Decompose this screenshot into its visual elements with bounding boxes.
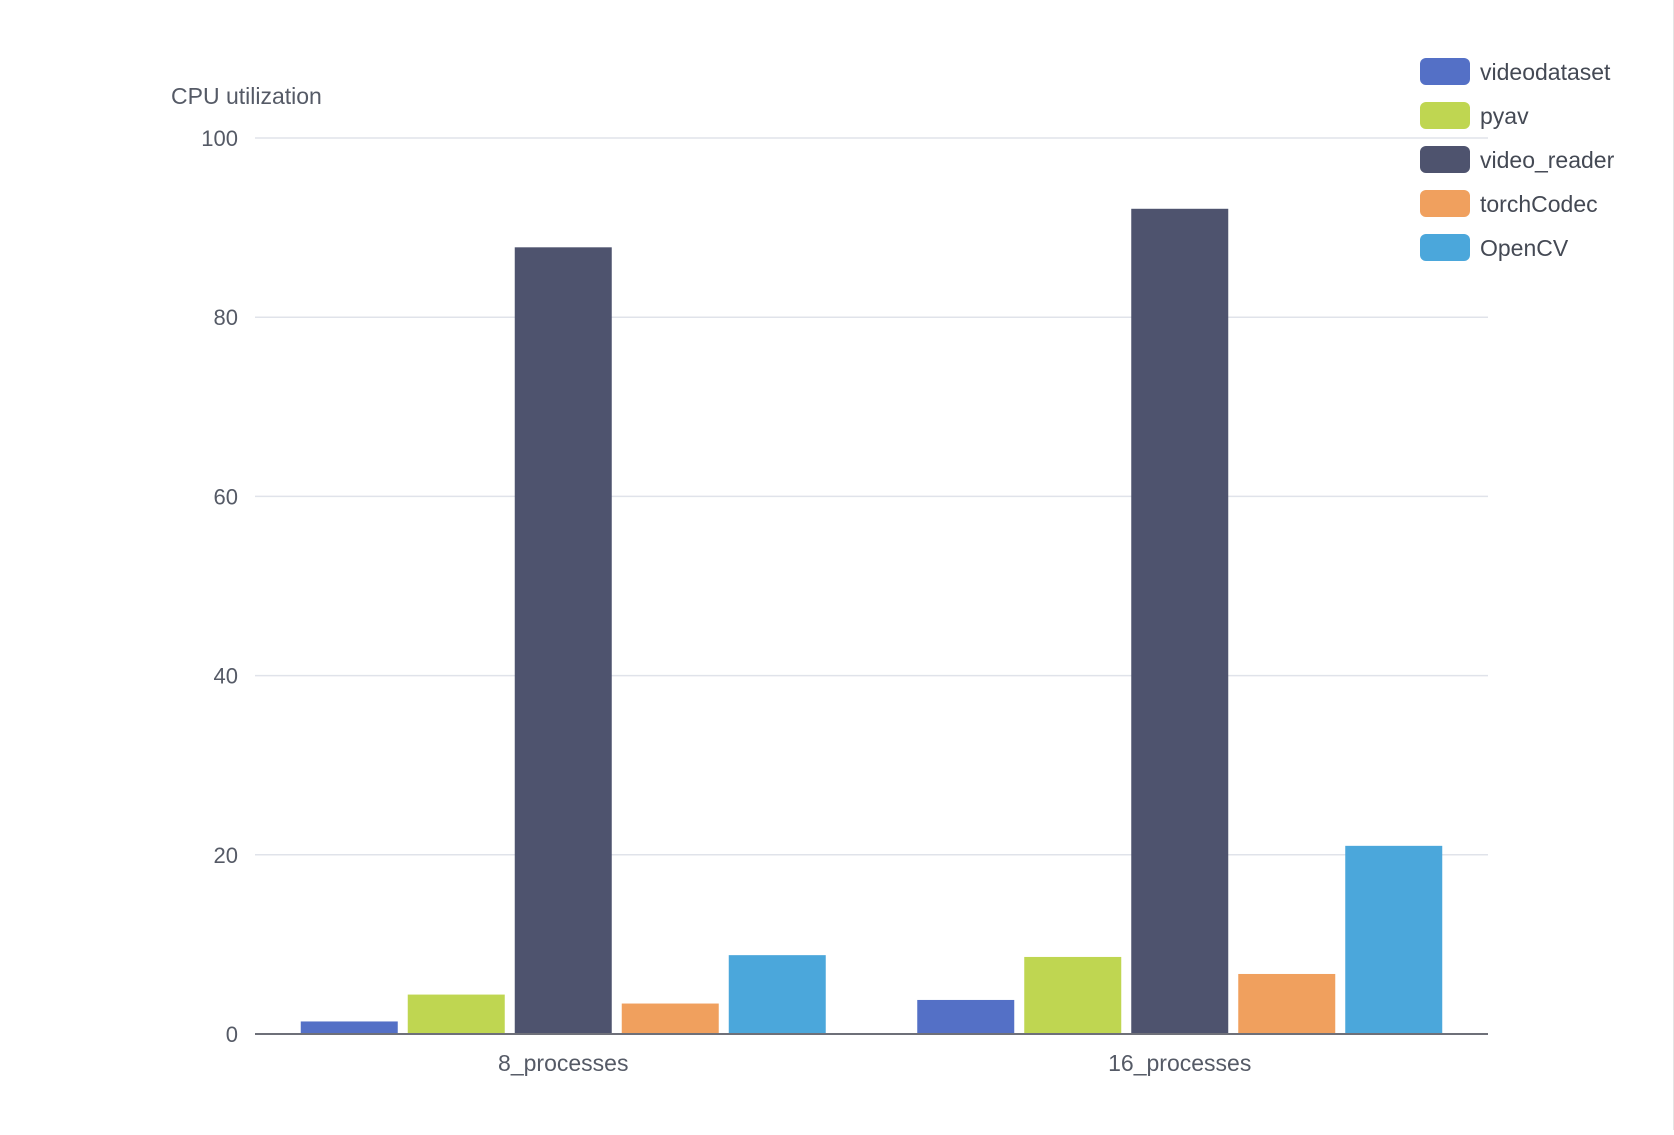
y-tick-label: 60 bbox=[214, 484, 238, 509]
y-tick-label: 0 bbox=[226, 1022, 238, 1047]
x-axis-categories: 8_processes 16_processes bbox=[498, 1050, 1251, 1076]
bar-video_reader-16_processes[interactable] bbox=[1131, 208, 1229, 1034]
bar-videodataset-16_processes[interactable] bbox=[917, 999, 1015, 1034]
legend: videodataset pyav video_reader torchCodec Op… bbox=[1420, 58, 1615, 261]
bar-pyav-16_processes[interactable] bbox=[1024, 956, 1122, 1034]
legend-label: torchCodec bbox=[1480, 191, 1598, 217]
legend-swatch bbox=[1420, 102, 1470, 129]
legend-label: videodataset bbox=[1480, 59, 1611, 85]
gridlines bbox=[255, 137, 1488, 856]
y-tick-label: 40 bbox=[214, 664, 238, 689]
legend-item-pyav[interactable]: pyav bbox=[1420, 102, 1529, 129]
y-axis-ticks: 0 20 40 60 80 100 bbox=[201, 126, 238, 1047]
bar-torchCodec-8_processes[interactable] bbox=[621, 1003, 719, 1034]
legend-item-video_reader[interactable]: video_reader bbox=[1420, 146, 1615, 173]
legend-label: OpenCV bbox=[1480, 235, 1569, 261]
bar-pyav-8_processes[interactable] bbox=[407, 994, 505, 1034]
bar-OpenCV-16_processes[interactable] bbox=[1345, 845, 1443, 1034]
y-tick-label: 20 bbox=[214, 843, 238, 868]
y-tick-label: 80 bbox=[214, 305, 238, 330]
legend-item-torchCodec[interactable]: torchCodec bbox=[1420, 190, 1598, 217]
legend-swatch bbox=[1420, 190, 1470, 217]
legend-swatch bbox=[1420, 58, 1470, 85]
bars bbox=[300, 208, 1443, 1034]
legend-item-videodataset[interactable]: videodataset bbox=[1420, 58, 1611, 85]
y-tick-label: 100 bbox=[201, 126, 238, 151]
bar-torchCodec-16_processes[interactable] bbox=[1238, 973, 1336, 1034]
x-category-label: 8_processes bbox=[498, 1050, 628, 1076]
x-category-label: 16_processes bbox=[1108, 1050, 1251, 1076]
bar-video_reader-8_processes[interactable] bbox=[514, 247, 612, 1034]
legend-item-OpenCV[interactable]: OpenCV bbox=[1420, 234, 1569, 261]
legend-label: video_reader bbox=[1480, 147, 1615, 173]
bar-videodataset-8_processes[interactable] bbox=[300, 1021, 398, 1034]
legend-label: pyav bbox=[1480, 103, 1529, 129]
bar-OpenCV-8_processes[interactable] bbox=[728, 955, 826, 1034]
legend-swatch bbox=[1420, 234, 1470, 261]
y-axis-title: CPU utilization bbox=[171, 83, 322, 109]
legend-swatch bbox=[1420, 146, 1470, 173]
